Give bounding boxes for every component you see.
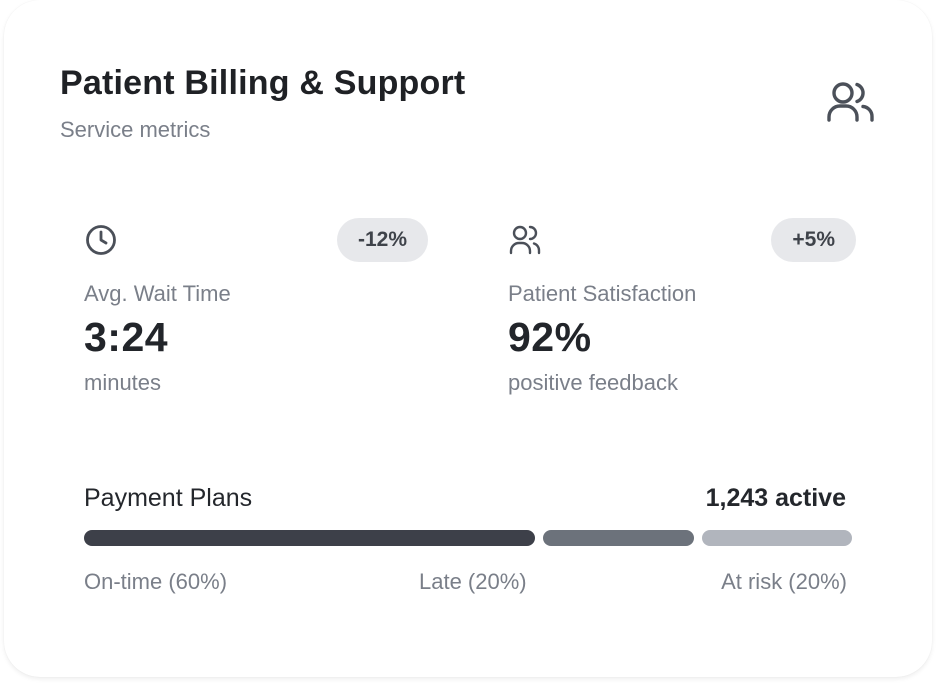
users-icon (826, 80, 876, 124)
metric-unit: positive feedback (508, 370, 678, 395)
legend-on-time: On-time (60%) (84, 569, 228, 594)
bar-segment-at-risk (701, 530, 853, 546)
billing-support-card: Patient Billing & Support Service metric… (4, 0, 932, 677)
card-subtitle: Service metrics (60, 117, 211, 142)
payment-plans-title: Payment Plans (84, 484, 253, 512)
change-badge: -12% (336, 218, 428, 262)
metric-value: 92% (508, 314, 592, 360)
metric-unit: minutes (84, 370, 162, 395)
metric-patient-satisfaction: +5% Patient Satisfaction 92% positive fe… (508, 218, 856, 408)
clock-icon (84, 223, 118, 257)
metric-label: Avg. Wait Time (84, 281, 231, 306)
change-badge: +5% (771, 218, 856, 262)
payment-plans-bar (84, 530, 853, 546)
bar-segment-on-time (84, 530, 536, 546)
metric-label: Patient Satisfaction (508, 281, 697, 306)
metric-value: 3:24 (84, 314, 169, 360)
legend-late: Late (20%) (419, 569, 527, 594)
metric-avg-wait-time: -12% Avg. Wait Time 3:24 minutes (84, 218, 428, 408)
users-icon (508, 223, 542, 257)
payment-plans-count: 1,243 active (705, 484, 846, 512)
card-title: Patient Billing & Support (60, 64, 466, 102)
bar-segment-late (543, 530, 694, 546)
legend-at-risk: At risk (20%) (721, 569, 847, 594)
